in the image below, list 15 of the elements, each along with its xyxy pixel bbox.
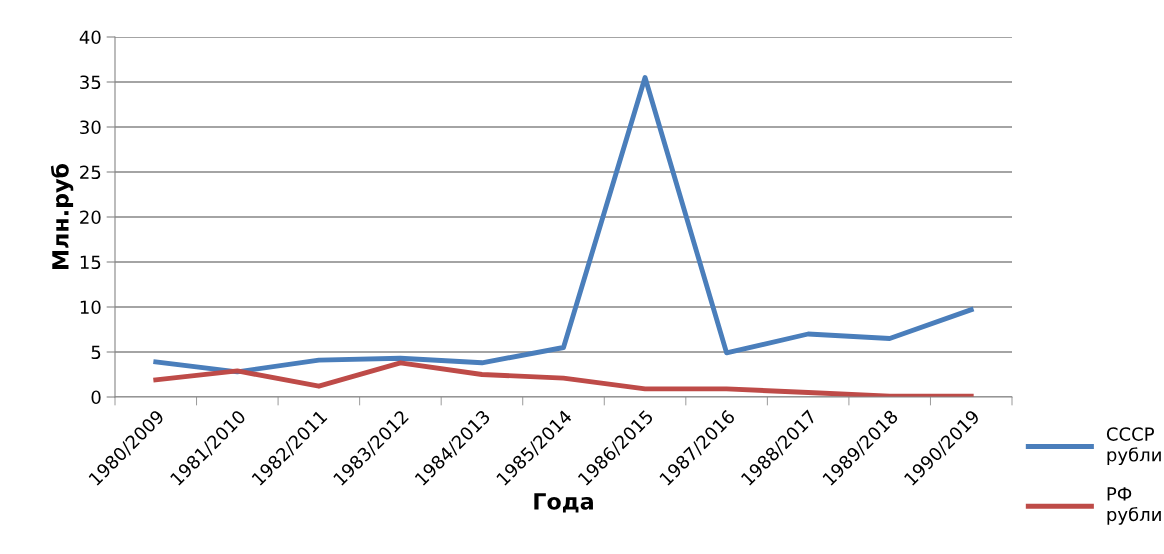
- y-tick-label: 15: [80, 255, 101, 270]
- y-tick-label: 5: [91, 345, 101, 360]
- y-axis-title: Млн.руб: [50, 163, 74, 270]
- line-series: [153, 75, 974, 375]
- y-tick-label: 25: [80, 165, 101, 180]
- y-tick-label: 35: [80, 75, 101, 90]
- y-tick-label: 20: [80, 210, 101, 225]
- y-tick-label: 0: [91, 390, 101, 405]
- y-tick-label: 10: [80, 300, 101, 315]
- legend-label: РФ рубли: [1107, 487, 1161, 525]
- x-axis-title: Года: [534, 493, 593, 513]
- y-tick-label: 40: [79, 30, 101, 45]
- line-series: [153, 360, 974, 397]
- legend-label: СССР рубли: [1106, 427, 1161, 466]
- y-tick-label: 30: [80, 120, 101, 135]
